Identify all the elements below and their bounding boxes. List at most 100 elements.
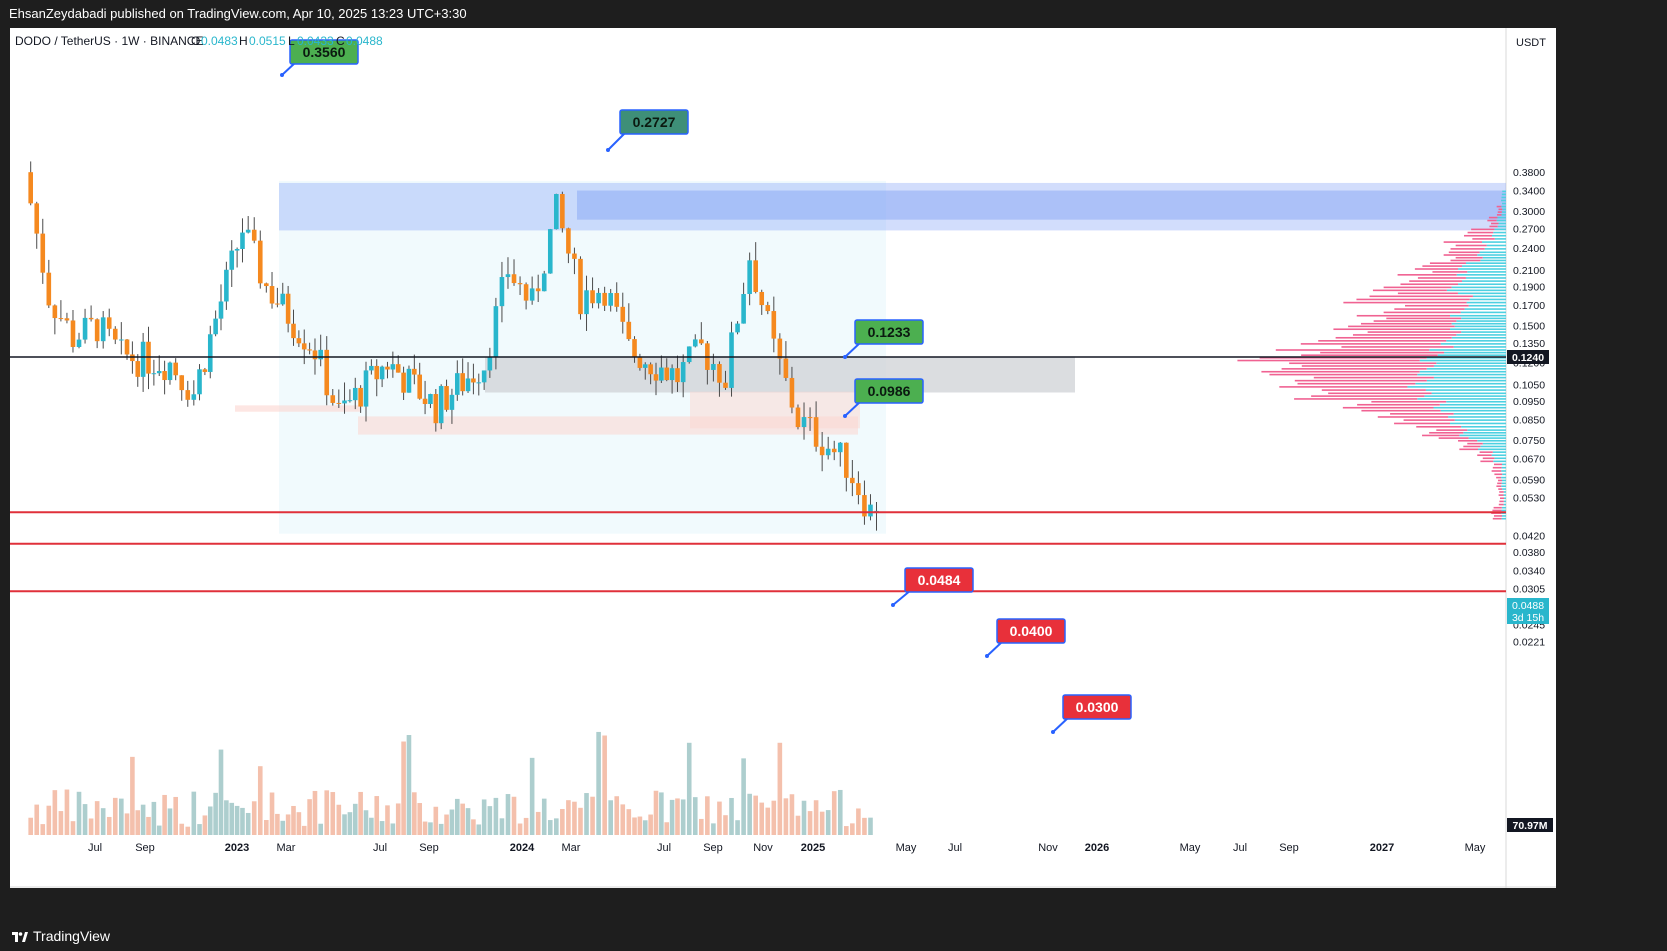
candle-body — [717, 364, 722, 383]
candle-body — [777, 338, 783, 359]
volume-bar — [578, 807, 583, 835]
annotation-text: 0.0986 — [868, 383, 911, 399]
candle-body — [566, 228, 571, 254]
price-tick-label: 0.0670 — [1513, 454, 1545, 466]
legend-c-label: C — [336, 34, 345, 48]
profile-bar-pink — [1448, 251, 1480, 254]
profile-bar-cyan — [1453, 413, 1506, 415]
candle-body — [185, 390, 191, 400]
profile-bar-cyan — [1454, 419, 1506, 421]
price-axis[interactable] — [1506, 28, 1556, 888]
price-ticks: 0.3800 0.3400 0.3000 0.2700 0.2400 0.2100 0.19… — [1513, 167, 1545, 648]
profile-bar-pink — [1356, 314, 1451, 317]
price-tick-label: 0.0420 — [1513, 531, 1545, 543]
profile-bar-pink — [1386, 317, 1462, 320]
candle-body — [124, 339, 130, 355]
volume-bar — [275, 813, 280, 835]
volume-bar — [173, 796, 178, 835]
profile-bar-pink — [1409, 280, 1462, 282]
volume-tag: 70.97M — [1507, 818, 1553, 832]
legend-o-label: O — [191, 34, 200, 48]
volume-bar — [336, 804, 342, 835]
volume-bar — [374, 796, 380, 835]
profile-bar-cyan — [1457, 292, 1506, 295]
candle-body — [499, 277, 505, 307]
price-tick-label: 0.2100 — [1513, 265, 1545, 277]
profile-bar-cyan — [1501, 476, 1506, 479]
candle-body — [747, 260, 752, 295]
price-tick-label: 0.0530 — [1513, 492, 1545, 504]
profile-bar-pink — [1489, 225, 1498, 228]
annotation-anchor — [843, 355, 847, 359]
volume-bar — [711, 823, 716, 835]
profile-bar-pink — [1369, 295, 1473, 298]
volume-bars — [28, 731, 873, 835]
candle-body — [285, 293, 291, 324]
candle-body — [454, 373, 460, 395]
candle-body — [444, 386, 449, 410]
tradingview-footer: TradingView — [0, 922, 1667, 950]
time-tick-label: Sep — [1279, 842, 1299, 854]
volume-bar — [291, 805, 296, 835]
profile-bar-pink — [1492, 517, 1502, 520]
profile-bar-cyan — [1466, 301, 1506, 304]
profile-bar-cyan — [1498, 222, 1506, 225]
legend-symbol: DODO / TetherUS · 1W · BINANCE — [15, 34, 203, 48]
profile-bar-pink — [1491, 222, 1499, 225]
profile-bar-pink — [1455, 244, 1487, 247]
candle-body — [197, 369, 202, 395]
profile-bar-pink — [1498, 503, 1504, 506]
profile-bar-cyan — [1501, 463, 1506, 466]
price-tick-label: 0.3000 — [1513, 206, 1545, 218]
profile-bar-cyan — [1501, 479, 1506, 482]
profile-bar-pink — [1397, 292, 1458, 295]
candle-body — [680, 362, 686, 383]
profile-bar-cyan — [1436, 362, 1506, 365]
profile-bar-pink — [1297, 382, 1416, 385]
profile-bar-pink — [1328, 392, 1432, 395]
candle-body — [711, 364, 716, 370]
profile-bar-cyan — [1468, 437, 1506, 439]
candle-body — [529, 288, 535, 301]
price-tick-label: 0.0850 — [1513, 414, 1545, 426]
candle-body — [578, 258, 583, 315]
profile-bar-cyan — [1501, 202, 1506, 205]
profile-bar-cyan — [1494, 228, 1506, 231]
profile-bar-pink — [1497, 211, 1502, 213]
candle-body — [535, 288, 541, 292]
current-price-tag: 0.0488 3d 15h — [1507, 598, 1549, 624]
profile-bar-pink — [1438, 437, 1469, 439]
volume-bar — [680, 799, 686, 835]
price-tick-label: 0.1700 — [1513, 300, 1545, 312]
candle-body — [692, 339, 698, 347]
volume-bar — [659, 792, 664, 835]
profile-bar-cyan — [1439, 403, 1506, 406]
profile-bar-cyan — [1465, 277, 1506, 279]
profile-bar-cyan — [1426, 379, 1506, 382]
candle-body — [433, 394, 439, 424]
volume-bar — [52, 790, 58, 835]
profile-bar-pink — [1467, 442, 1483, 445]
candle-body — [401, 372, 406, 393]
crosshair-price-tag: 0.1240 — [1507, 350, 1549, 364]
volume-bar — [444, 814, 449, 835]
profile-bar-cyan — [1469, 298, 1506, 301]
profile-bar-cyan — [1417, 398, 1506, 400]
volume-bar — [46, 805, 52, 835]
profile-bar-cyan — [1440, 343, 1506, 345]
volume-bar — [735, 820, 740, 835]
profile-bar-cyan — [1433, 365, 1506, 367]
volume-bar — [850, 823, 855, 835]
profile-bar-cyan — [1417, 373, 1506, 376]
candle-body — [465, 378, 471, 392]
volume-bar — [191, 791, 197, 835]
profile-bar-pink — [1443, 241, 1483, 243]
profile-bar-pink — [1422, 265, 1462, 267]
profile-bar-pink — [1343, 301, 1467, 304]
volume-bar — [602, 735, 607, 835]
candle-body — [162, 371, 167, 381]
candle-body — [207, 334, 213, 372]
profile-bar-cyan — [1437, 354, 1506, 357]
profile-bar-cyan — [1501, 517, 1506, 520]
